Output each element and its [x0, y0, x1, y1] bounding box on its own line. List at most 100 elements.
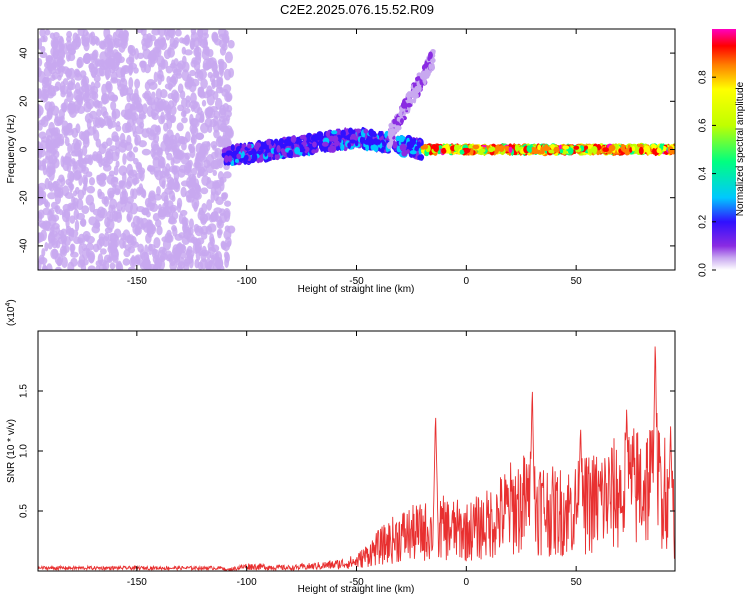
heatmap-cell — [221, 119, 227, 131]
heatmap-cell — [122, 153, 127, 166]
snr-y-multiplier-exp: 4 — [5, 303, 12, 307]
heatmap-cell — [70, 78, 76, 86]
heatmap-cell — [151, 91, 156, 99]
heatmap-cell — [125, 56, 135, 65]
heatmap-cell — [46, 165, 56, 175]
heatmap-cell — [350, 133, 356, 140]
heatmap-cell — [188, 81, 197, 93]
heatmap-cell — [50, 89, 57, 97]
heatmap-cell — [398, 135, 405, 143]
snr-panel: -150 -100 -50 0 50 0.5 1.0 1.5 Height of strai… — [5, 299, 676, 595]
heatmap-cell — [206, 163, 215, 174]
heatmap-cell — [81, 38, 90, 47]
heatmap-cell — [196, 70, 204, 82]
heatmap-cell — [115, 124, 122, 132]
heatmap-cell — [38, 182, 47, 192]
heatmap-cell — [400, 101, 408, 109]
heatmap-cell — [132, 130, 138, 138]
heatmap-cell — [321, 141, 329, 147]
heatmap-cell — [55, 266, 62, 270]
heatmap-cell — [45, 138, 52, 151]
heatmap-cell — [69, 243, 76, 252]
heatmap-cell — [169, 36, 175, 48]
heatmap-cell — [108, 250, 113, 261]
heatmap-cell — [59, 245, 68, 258]
heatmap-cell — [88, 62, 95, 74]
heatmap-cell — [41, 265, 48, 270]
heatmap-cell — [629, 147, 633, 153]
colorbar-label: Normalized spectral amplitude — [735, 81, 746, 216]
heatmap-cell — [38, 131, 47, 140]
heatmap-cell — [69, 48, 76, 56]
heatmap-cell — [168, 215, 176, 224]
colorbar-tick-label: 0.0 — [698, 263, 709, 277]
heatmap-cell — [370, 144, 376, 151]
heatmap-cell — [104, 150, 112, 160]
heatmap-cell — [109, 198, 118, 210]
heatmap-cell — [175, 68, 182, 76]
spectrogram-x-label: Height of straight line (km) — [298, 284, 415, 295]
heatmap-cell — [243, 154, 249, 161]
heatmap-cell — [299, 134, 305, 140]
heatmap-cell — [498, 145, 505, 153]
heatmap-cell — [618, 148, 622, 154]
heatmap-cell — [267, 152, 272, 157]
heatmap-cell — [299, 144, 304, 151]
heatmap-cell — [198, 227, 204, 234]
heatmap-cell — [392, 141, 398, 149]
heatmap-cell — [441, 147, 447, 154]
heatmap-cell — [83, 52, 92, 64]
heatmap-cell — [537, 144, 541, 151]
heatmap-cell — [45, 149, 51, 160]
heatmap-cell — [428, 63, 432, 71]
heatmap-cell — [278, 138, 285, 145]
heatmap-cell — [130, 221, 136, 228]
heatmap-cell — [202, 39, 209, 49]
heatmap-cell — [44, 101, 53, 112]
heatmap-cell — [40, 229, 47, 242]
heatmap-cell — [223, 229, 232, 240]
heatmap-cell — [261, 143, 269, 150]
heatmap-cell — [98, 156, 103, 168]
heatmap-cell — [223, 251, 230, 259]
heatmap-cell — [276, 145, 281, 153]
heatmap-cell — [656, 147, 662, 154]
heatmap-cell — [104, 227, 113, 234]
heatmap-cell — [241, 151, 245, 158]
heatmap-cell — [111, 254, 119, 264]
heatmap-cell — [75, 123, 81, 134]
heatmap-cell — [142, 103, 148, 115]
heatmap-cell — [201, 202, 208, 214]
heatmap-cell — [60, 103, 66, 111]
heatmap-cell — [45, 128, 55, 138]
heatmap-cell — [230, 144, 235, 152]
heatmap-cell — [405, 102, 413, 108]
heatmap-cell — [270, 147, 275, 154]
y-tick-label: 20 — [19, 95, 30, 107]
heatmap-cell — [199, 145, 206, 158]
heatmap-cell — [200, 78, 208, 89]
heatmap-cell — [181, 116, 188, 124]
heatmap-cell — [210, 140, 218, 149]
heatmap-cell — [419, 78, 423, 86]
heatmap-cell — [129, 256, 138, 268]
heatmap-cell — [110, 100, 117, 111]
heatmap-cell — [95, 37, 100, 46]
heatmap-cell — [124, 109, 130, 117]
heatmap-cell — [159, 170, 167, 179]
heatmap-cell — [38, 105, 44, 117]
heatmap-cell — [98, 117, 104, 127]
heatmap-cell — [562, 145, 570, 150]
heatmap-cell — [184, 49, 193, 56]
heatmap-cell — [218, 158, 223, 166]
heatmap-cell — [354, 140, 359, 147]
heatmap-cell — [223, 208, 231, 219]
heatmap-cell — [94, 81, 101, 89]
heatmap-cell — [148, 81, 158, 90]
heatmap-cell — [219, 46, 227, 56]
heatmap-cell — [195, 132, 204, 140]
heatmap-cell — [172, 155, 181, 164]
heatmap-cell — [127, 246, 136, 254]
heatmap-cell — [138, 113, 147, 120]
heatmap-cell — [223, 171, 232, 179]
